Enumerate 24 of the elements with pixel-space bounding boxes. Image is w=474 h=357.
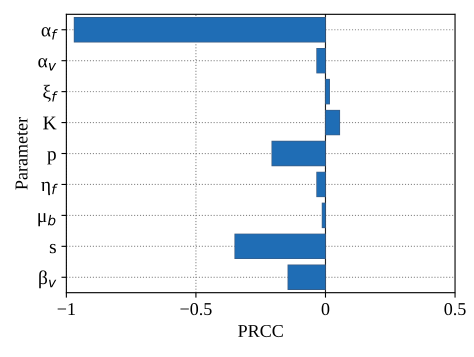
bar — [288, 264, 326, 290]
y-tick-label: ξ$_{f}$ — [43, 84, 58, 102]
y-axis-title: Parameter — [16, 117, 28, 190]
bar — [325, 78, 330, 104]
x-tick-label: −1 — [58, 303, 75, 315]
x-axis-title: PRCC — [238, 324, 283, 338]
y-tick-label: s — [50, 244, 56, 254]
bar — [271, 140, 326, 166]
bar — [322, 202, 326, 228]
bar — [325, 110, 340, 136]
y-tick-label: K — [43, 116, 56, 130]
y-tick-label: μ$_{b}$ — [38, 213, 56, 226]
bar — [316, 48, 326, 74]
bar — [316, 172, 326, 198]
bar — [234, 234, 326, 260]
x-tick-label: −0.5 — [180, 302, 212, 316]
x-tick-label: 0 — [322, 302, 330, 316]
bar — [74, 17, 326, 42]
y-tick-label: β$_{v}$ — [39, 270, 56, 288]
y-tick-label: α$_{v}$ — [38, 58, 56, 70]
x-tick-label: 0.5 — [444, 302, 466, 316]
y-tick-label: α$_{f}$ — [42, 27, 58, 40]
y-tick-label: p — [47, 151, 56, 164]
y-tick-label: η$_{f}$ — [41, 182, 58, 196]
